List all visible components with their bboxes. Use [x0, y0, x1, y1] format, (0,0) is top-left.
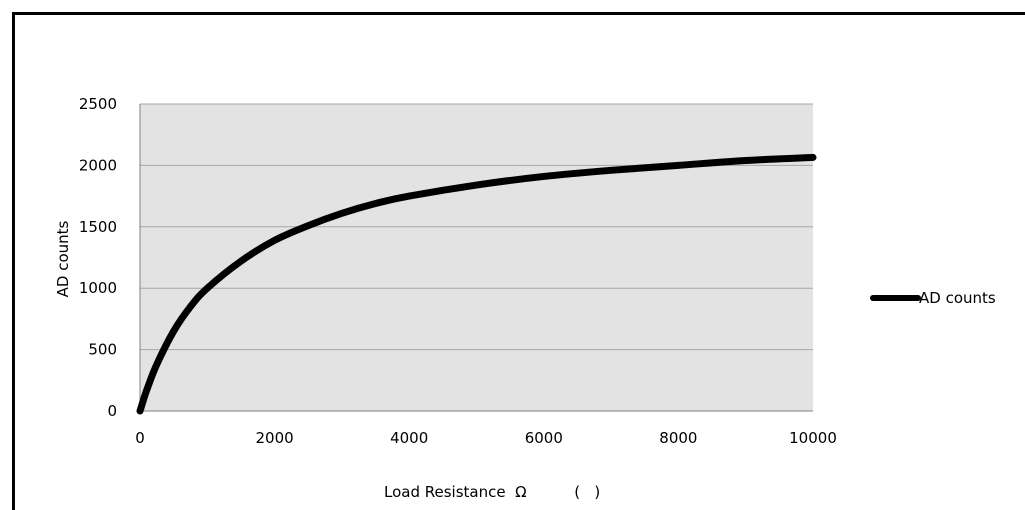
y-axis-label: AD counts — [54, 220, 72, 297]
gridlines — [140, 103, 813, 351]
y-tick-label: 0 — [107, 402, 117, 420]
legend-label: AD counts — [919, 289, 996, 307]
x-tick-label: 4000 — [390, 429, 428, 447]
axes — [139, 104, 813, 412]
x-tick-label: 0 — [135, 429, 145, 447]
series-line — [136, 153, 817, 415]
x-tick-label: 6000 — [525, 429, 563, 447]
y-tick-label: 1500 — [79, 218, 117, 236]
x-axis-label: Load Resistance Ω ( ) — [384, 483, 600, 501]
chart-frame — [12, 12, 1025, 510]
series-group — [136, 153, 817, 415]
y-tick-label: 2000 — [79, 156, 117, 174]
legend: AD counts — [870, 289, 996, 307]
y-tick-label: 2500 — [79, 95, 117, 113]
y-tick-label: 500 — [88, 341, 117, 359]
x-tick-labels: 0 2000 4000 6000 8000 10000 — [135, 429, 837, 447]
y-tick-label: 1000 — [79, 279, 117, 297]
x-tick-label: 10000 — [789, 429, 837, 447]
x-tick-label: 2000 — [256, 429, 294, 447]
y-tick-labels: 0 500 1000 1500 2000 2500 — [79, 95, 117, 420]
x-tick-label: 8000 — [659, 429, 697, 447]
